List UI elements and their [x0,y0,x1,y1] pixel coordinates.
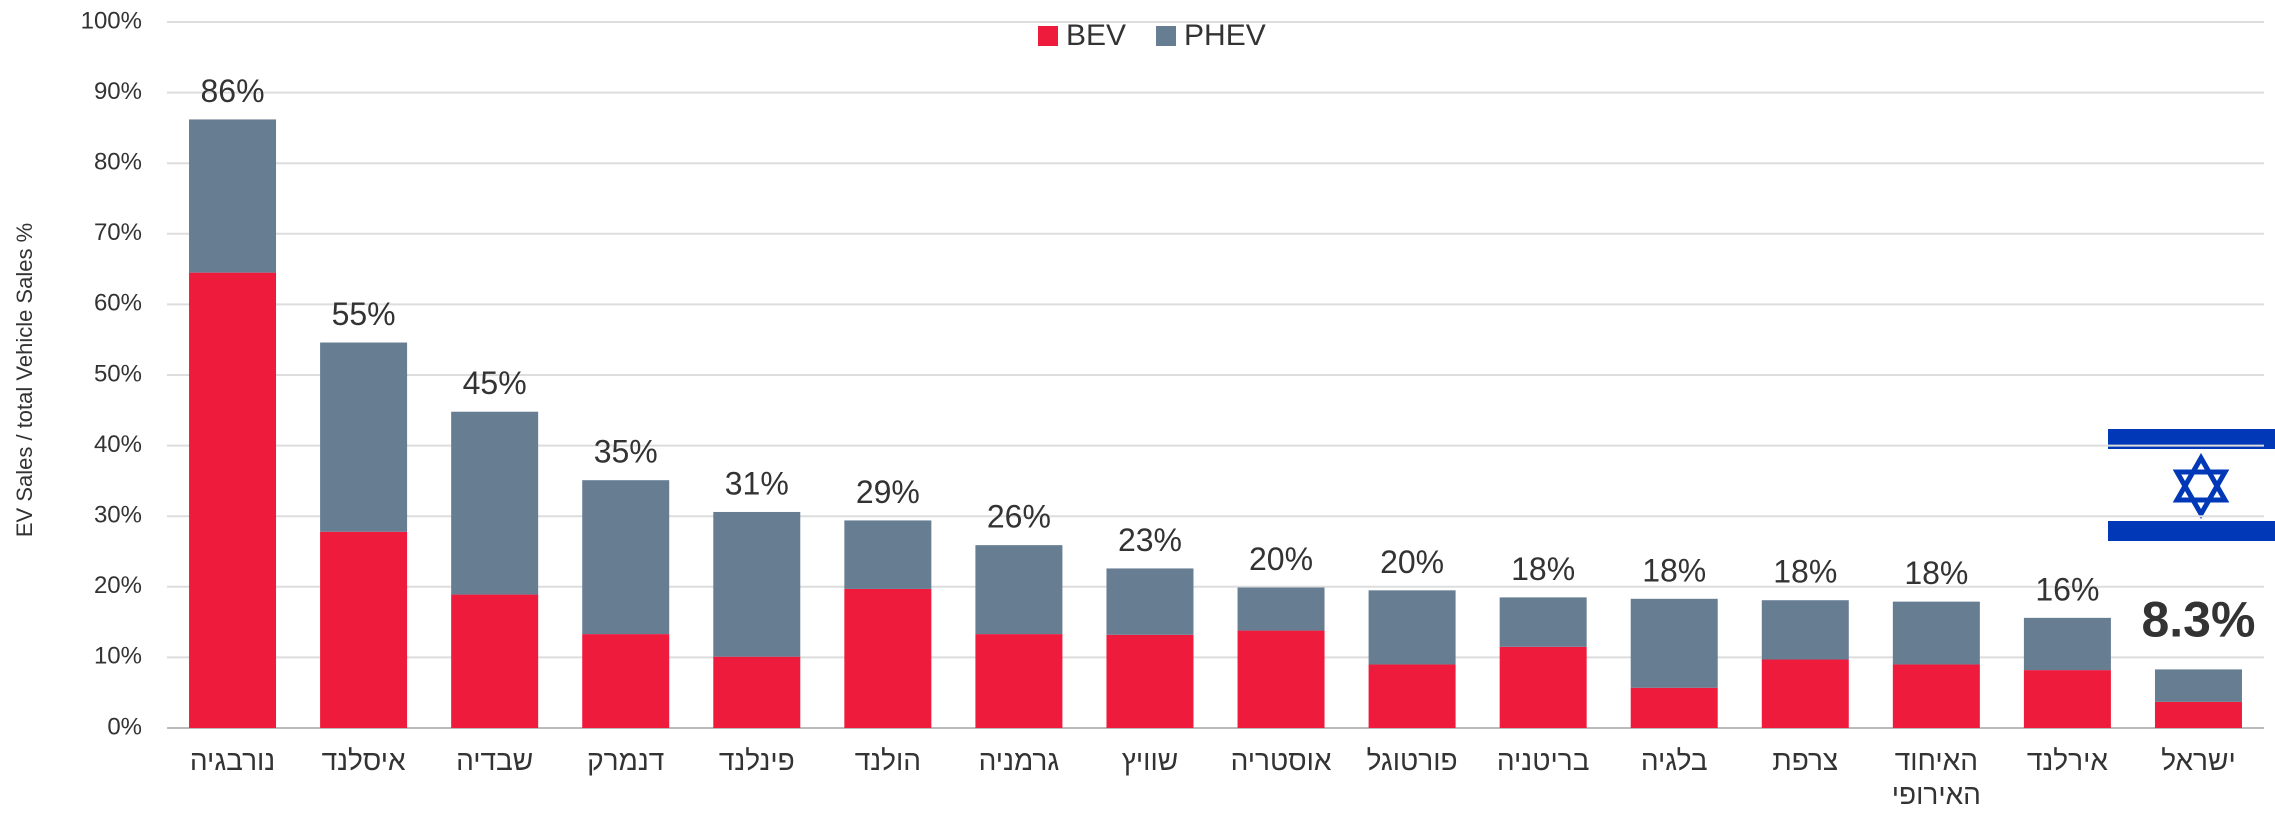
legend-swatch [1038,26,1058,46]
total-label: 18% [1904,555,1968,591]
bar-segment [1499,646,1587,728]
bar-segment [451,411,539,595]
israel-flag [2108,429,2275,541]
bar-segment [1499,597,1587,647]
total-label: 18% [1642,552,1706,588]
bar-segment [582,480,670,635]
bar-segment [1368,590,1456,665]
total-label: 18% [1773,554,1837,590]
total-label: 23% [1118,522,1182,558]
x-tick-label: פינלנד [718,745,795,776]
y-tick-label: 0% [107,713,142,740]
bar-segment [2023,617,2111,671]
bar-segment [844,588,932,728]
total-label: 20% [1380,544,1444,580]
x-tick-label: ישראל [2161,745,2236,776]
total-label: 20% [1249,541,1313,577]
bar-segment [1892,664,1980,728]
legend-label: BEV [1066,19,1126,52]
x-tick-label: איסלנד [321,745,406,776]
legend-swatch [1156,26,1177,46]
x-tick-label: האיחוד האירופי [1891,745,1981,810]
bar-segment [2154,669,2242,702]
x-tick-label: אוסטריה [1230,745,1332,776]
total-label: 35% [594,434,658,470]
legend-label: PHEV [1184,19,1266,52]
bar-segment [189,119,277,273]
y-tick-label: 60% [94,290,142,317]
y-tick-label: 20% [94,572,142,599]
x-tick-label: צרפת [1772,745,1839,776]
y-tick-label: 90% [94,78,142,105]
x-tick-label: פורטוגל [1366,745,1458,776]
x-tick-label: הולנד [854,745,921,776]
bar-segment [1106,568,1194,635]
x-tick-label: אירלנד [2026,745,2108,776]
bar-segment [844,520,932,589]
bar-segment [1237,630,1325,728]
bar-segment [582,634,670,728]
bar-segment [713,656,801,728]
bar-segment [1630,598,1718,688]
bar-segment [975,545,1063,635]
bar-segment [1892,601,1980,665]
y-tick-label: 100% [81,7,142,34]
bar-segment [320,342,408,532]
bar-segment [713,511,801,657]
x-tick-label: שבדיה [456,745,534,776]
total-label: 18% [1511,551,1575,587]
y-tick-label: 50% [94,360,142,387]
y-tick-label: 80% [94,149,142,176]
y-tick-label: 40% [94,431,142,458]
bar-segment [1761,600,1849,660]
bar-segment [975,634,1063,728]
y-tick-label: 10% [94,643,142,670]
y-tick-label: 70% [94,219,142,246]
total-label: 45% [463,365,527,401]
x-tick-label: שוויץ [1121,745,1179,776]
total-label: 8.3% [2141,592,2255,648]
bar-segment [1630,687,1718,728]
bar-segment [1368,664,1456,728]
bar-segment [451,594,539,728]
total-label: 31% [725,465,789,501]
bar-segment [1761,659,1849,728]
bar-segment [2154,701,2242,728]
bar-segment [320,531,408,728]
total-label: 16% [2035,571,2099,607]
bar-segment [1237,587,1325,631]
y-axis-label: EV Sales / total Vehicle Sales % [12,223,37,537]
x-tick-label: דנמרק [587,745,665,776]
bar-segment [1106,634,1194,728]
total-label: 29% [856,474,920,510]
total-label: 26% [987,499,1051,535]
y-tick-label: 30% [94,502,142,529]
bar-segment [2023,670,2111,728]
x-tick-label: בריטניה [1496,745,1590,776]
x-tick-label: בלגיה [1640,745,1708,776]
total-label: 86% [201,73,265,109]
x-tick-label: נורבגיה [189,745,276,776]
x-tick-label: גרמניה [978,745,1060,776]
bar-segment [189,272,277,728]
total-label: 55% [332,296,396,332]
